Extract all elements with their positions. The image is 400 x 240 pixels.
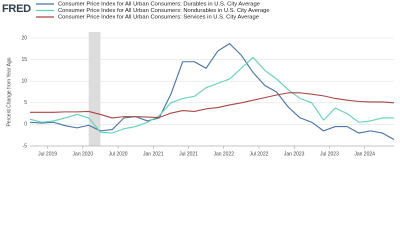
y-tick-label: 5 xyxy=(24,100,27,106)
legend-entry: Consumer Price Index for All Urban Consu… xyxy=(58,8,270,14)
legend-entry: Consumer Price Index for All Urban Consu… xyxy=(58,2,260,8)
x-tick-label: Jan 2023 xyxy=(284,151,305,157)
y-tick-label: 20 xyxy=(21,35,27,41)
logo: FRED xyxy=(2,3,31,15)
legend-entry: Consumer Price Index for All Urban Consu… xyxy=(58,15,259,21)
recession-band xyxy=(88,32,101,146)
x-tick-label: Jul 2021 xyxy=(179,151,198,157)
series-line xyxy=(29,43,395,141)
y-tick-label: 15 xyxy=(21,57,27,63)
x-tick-label: Jan 2022 xyxy=(213,151,234,157)
x-tick-label: Jul 2019 xyxy=(38,151,57,157)
x-tick-label: Jan 2020 xyxy=(73,151,94,157)
series-line xyxy=(30,92,395,119)
y-tick-label: 0 xyxy=(24,122,27,128)
x-tick-label: Jul 2020 xyxy=(109,151,128,157)
series-line xyxy=(29,56,394,134)
x-tick-label: Jan 2021 xyxy=(143,151,164,157)
chart: FRED Percent Change from Year Ago Consum… xyxy=(2,2,395,157)
y-tick-label: -5 xyxy=(23,143,28,149)
x-tick-label: Jul 2023 xyxy=(320,151,339,157)
y-tick-label: 10 xyxy=(21,79,27,85)
y-axis-label: Percent Change from Year Ago xyxy=(6,57,12,126)
x-tick-label: Jan 2024 xyxy=(354,151,375,157)
x-tick-label: Jul 2022 xyxy=(250,151,269,157)
